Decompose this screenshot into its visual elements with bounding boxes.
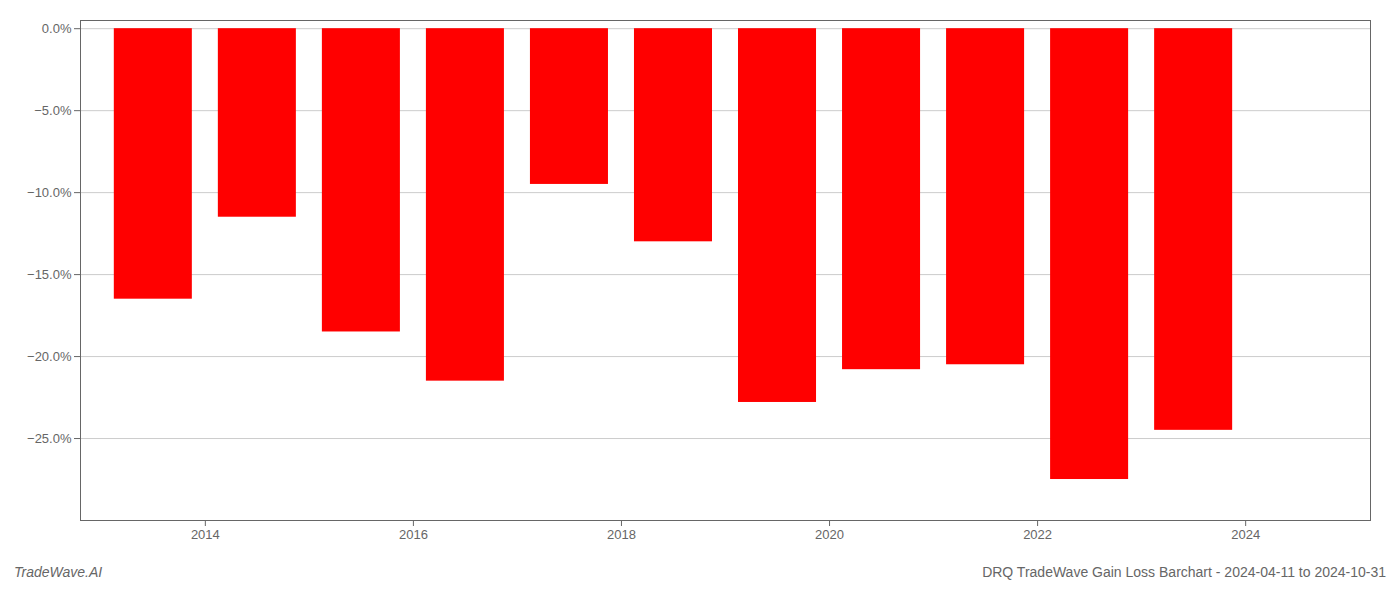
svg-text:2024: 2024 <box>1231 527 1260 542</box>
svg-text:2014: 2014 <box>191 527 220 542</box>
svg-text:2018: 2018 <box>607 527 636 542</box>
svg-text:−5.0%: −5.0% <box>34 103 72 118</box>
svg-text:2016: 2016 <box>399 527 428 542</box>
svg-text:0.0%: 0.0% <box>42 21 72 36</box>
svg-text:−15.0%: −15.0% <box>27 267 72 282</box>
html-text:DRQ TradeWave Gain Loss Barcha: DRQ TradeWave Gain Loss Barchart - 2024-… <box>982 564 1386 580</box>
svg-text:2020: 2020 <box>815 527 844 542</box>
svg-text:−25.0%: −25.0% <box>27 431 72 446</box>
svg-text:−20.0%: −20.0% <box>27 349 72 364</box>
svg-text:−10.0%: −10.0% <box>27 185 72 200</box>
html-text:TradeWave.AI: TradeWave.AI <box>14 564 103 580</box>
svg-text:2022: 2022 <box>1023 527 1052 542</box>
